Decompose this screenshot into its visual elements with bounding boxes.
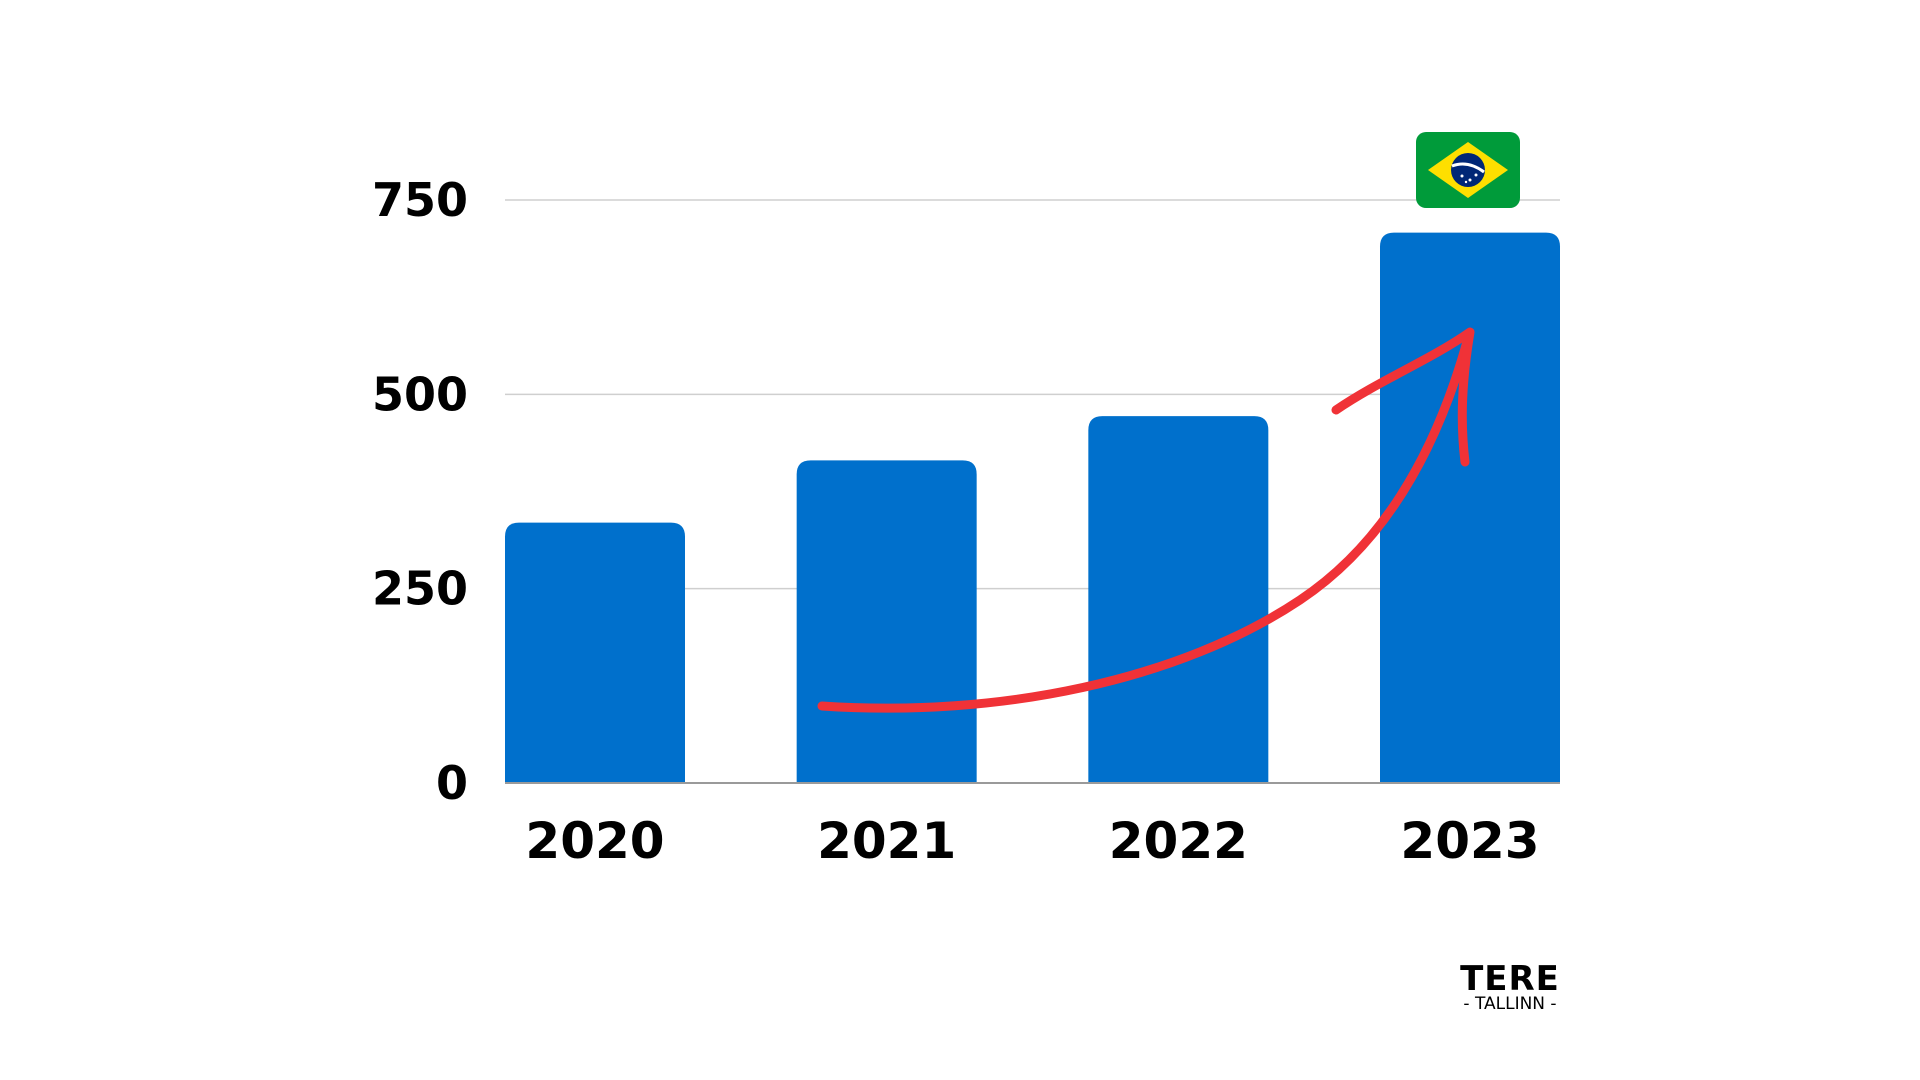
trend-arrow: [817, 327, 1475, 713]
bar-2023: [1380, 232, 1560, 783]
bar-2021: [796, 460, 977, 783]
y-tick-label: 250: [372, 562, 468, 616]
bar-2022: [1088, 416, 1269, 783]
y-tick-label: 750: [372, 173, 468, 227]
brand-name: TERE: [1460, 959, 1560, 999]
y-tick-label: 0: [436, 756, 468, 810]
trend-arrow-head: [1331, 327, 1475, 467]
x-tick-label: 2020: [525, 812, 664, 870]
x-tick-label: 2021: [817, 812, 956, 870]
brazil-flag-icon: [1416, 132, 1520, 208]
y-tick-label: 500: [372, 367, 468, 421]
trend-arrow-curve: [817, 333, 1473, 713]
brand-logo: TERE - TALLINN -: [1460, 959, 1560, 1014]
bars: [505, 232, 1560, 783]
x-tick-label: 2023: [1400, 812, 1539, 870]
bar-2020: [505, 522, 685, 783]
brand-subtitle: - TALLINN -: [1463, 994, 1556, 1014]
x-tick-label: 2022: [1109, 812, 1248, 870]
axes: 0 250 500 750 2020 2021 2022 2023: [372, 173, 1560, 870]
